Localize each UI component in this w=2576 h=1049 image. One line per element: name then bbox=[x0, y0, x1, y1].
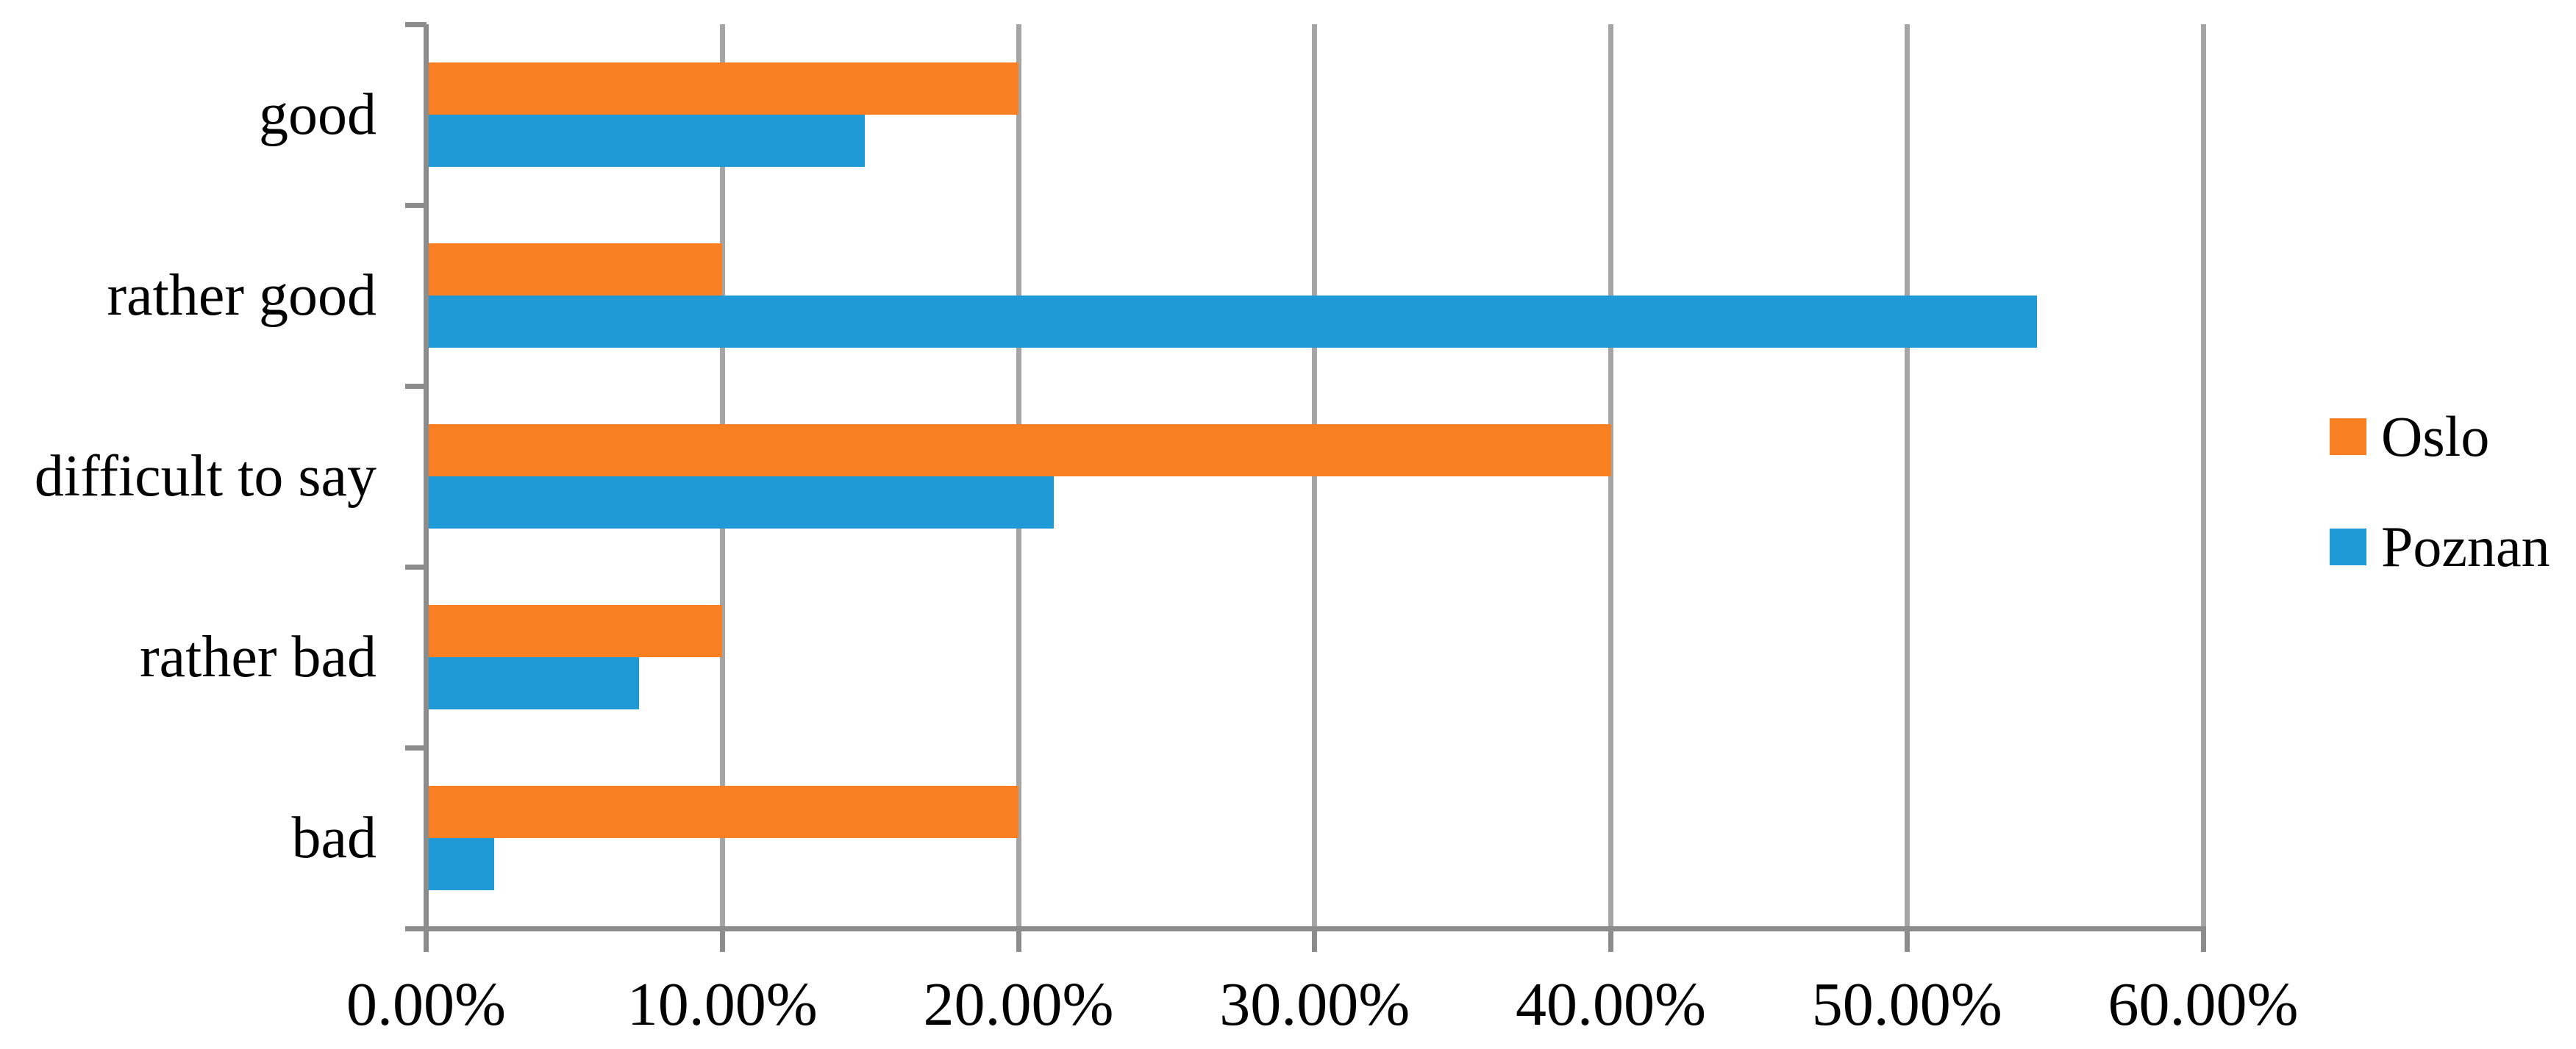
category-label: difficult to say bbox=[34, 444, 377, 509]
bar-oslo-good bbox=[426, 62, 1018, 115]
legend-label-poznan: Poznan bbox=[2381, 515, 2550, 579]
category-label: good bbox=[259, 82, 377, 147]
y-axis-tick bbox=[405, 745, 427, 751]
legend-item-oslo: Oslo bbox=[2330, 407, 2489, 466]
x-tick-label: 0.00% bbox=[346, 970, 506, 1039]
bar-poznan-difficult-to-say bbox=[426, 476, 1055, 529]
x-tick-label: 30.00% bbox=[1219, 970, 1410, 1039]
x-axis-line bbox=[405, 926, 2206, 931]
y-axis-tick bbox=[405, 21, 427, 27]
x-axis-tick bbox=[719, 928, 725, 952]
category-label: rather bad bbox=[139, 625, 377, 690]
bar-poznan-rather-bad bbox=[426, 657, 640, 709]
x-tick-label: 10.00% bbox=[627, 970, 818, 1039]
bar-poznan-good bbox=[426, 115, 865, 167]
category-label: rather good bbox=[107, 263, 377, 328]
legend-swatch-oslo-icon bbox=[2330, 418, 2366, 455]
x-tick-label: 50.00% bbox=[1811, 970, 2002, 1039]
x-axis-tick bbox=[2200, 928, 2206, 952]
legend-label-oslo: Oslo bbox=[2381, 404, 2490, 468]
x-axis-tick bbox=[1016, 928, 1021, 952]
category-label: bad bbox=[291, 806, 377, 870]
bar-poznan-rather-good bbox=[426, 296, 2038, 348]
legend-swatch-poznan-icon bbox=[2330, 529, 2366, 565]
x-axis-tick bbox=[1608, 928, 1613, 952]
x-tick-label: 40.00% bbox=[1516, 970, 1706, 1039]
y-axis-line bbox=[424, 24, 429, 952]
bar-oslo-bad bbox=[426, 786, 1018, 838]
gridline bbox=[2200, 24, 2206, 928]
y-axis-tick bbox=[405, 202, 427, 208]
bar-poznan-bad bbox=[426, 838, 495, 890]
x-axis-tick bbox=[1904, 928, 1910, 952]
x-axis-tick bbox=[1312, 928, 1318, 952]
x-tick-label: 60.00% bbox=[2108, 970, 2299, 1039]
bar-oslo-difficult-to-say bbox=[426, 424, 1611, 476]
x-tick-label: 20.00% bbox=[923, 970, 1114, 1039]
bar-oslo-rather-good bbox=[426, 243, 723, 296]
y-axis-tick bbox=[405, 564, 427, 570]
y-axis-tick bbox=[405, 383, 427, 389]
gridline bbox=[1608, 24, 1613, 928]
legend-item-poznan: Poznan bbox=[2330, 518, 2550, 576]
gridline bbox=[1312, 24, 1318, 928]
bar-oslo-rather-bad bbox=[426, 605, 723, 657]
gridline bbox=[1904, 24, 1910, 928]
